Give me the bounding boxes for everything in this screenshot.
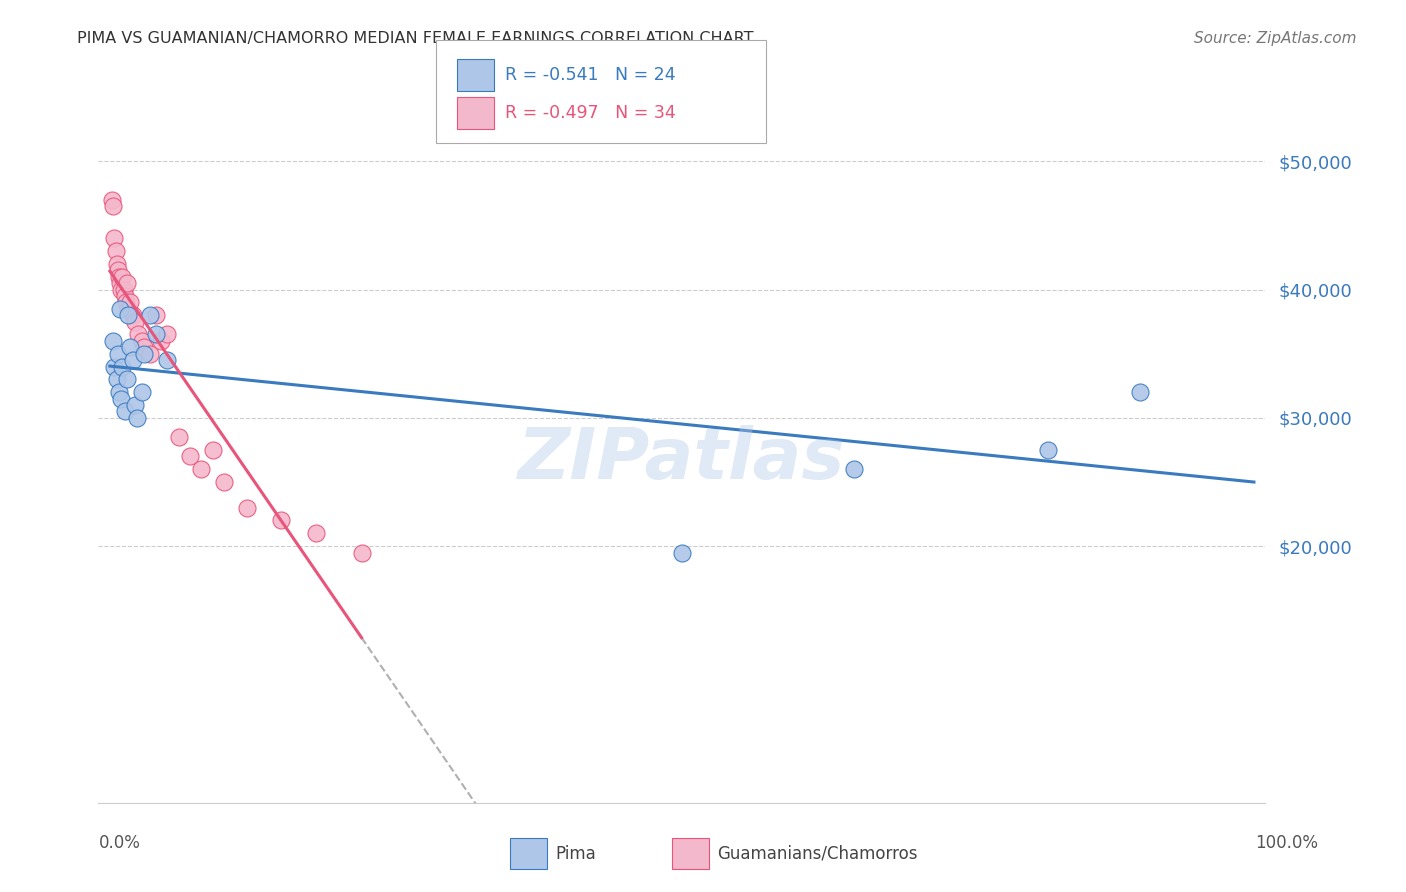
Point [103,359,125,374]
Point [112,283,135,297]
Point [167,430,190,444]
Point [150,334,173,348]
Point [115,276,138,290]
Point [305,526,328,541]
Point [350,545,373,559]
Point [842,462,865,476]
Point [115,295,138,310]
Point [114,404,136,418]
Point [105,372,128,386]
Point [103,199,125,213]
Point [156,327,179,342]
Text: PIMA VS GUAMANIAN/CHAMORRO MEDIAN FEMALE EARNINGS CORRELATION CHART: PIMA VS GUAMANIAN/CHAMORRO MEDIAN FEMALE… [77,31,754,46]
Point [134,340,156,354]
Point [108,276,131,290]
Point [201,442,224,457]
Text: R = -0.541   N = 24: R = -0.541 N = 24 [505,66,675,84]
Point [108,385,131,400]
Point [671,545,693,559]
Point [131,385,153,400]
Text: ZIPatlas: ZIPatlas [519,425,845,493]
Point [120,340,142,354]
Point [108,269,131,284]
Point [111,269,134,284]
Point [110,283,132,297]
Point [270,514,292,528]
Point [1128,385,1150,400]
Text: Source: ZipAtlas.com: Source: ZipAtlas.com [1194,31,1357,46]
Point [117,301,139,316]
Point [190,462,212,476]
Point [145,308,167,322]
Point [120,295,142,310]
Point [145,327,167,342]
Text: R = -0.497   N = 34: R = -0.497 N = 34 [505,104,675,122]
Point [139,346,162,360]
Text: 100.0%: 100.0% [1256,834,1317,852]
Text: Guamanians/Chamorros: Guamanians/Chamorros [717,845,918,863]
Point [179,450,201,464]
Point [131,334,153,348]
Point [103,231,125,245]
Point [114,289,136,303]
Point [117,308,139,322]
Point [139,308,162,322]
Point [121,308,143,322]
Text: Pima: Pima [555,845,596,863]
Point [103,334,125,348]
Point [111,359,134,374]
Point [115,372,138,386]
Point [156,353,179,368]
Point [127,410,149,425]
Point [107,263,129,277]
Point [127,327,149,342]
Point [236,500,259,515]
Point [214,475,236,489]
Point [107,346,129,360]
Point [121,353,143,368]
Text: 0.0%: 0.0% [98,834,141,852]
Point [124,398,146,412]
Point [110,392,132,406]
Point [1036,442,1059,457]
Point [124,315,146,329]
Point [108,301,131,316]
Point [104,244,127,258]
Point [105,257,128,271]
Point [134,346,156,360]
Point [101,193,124,207]
